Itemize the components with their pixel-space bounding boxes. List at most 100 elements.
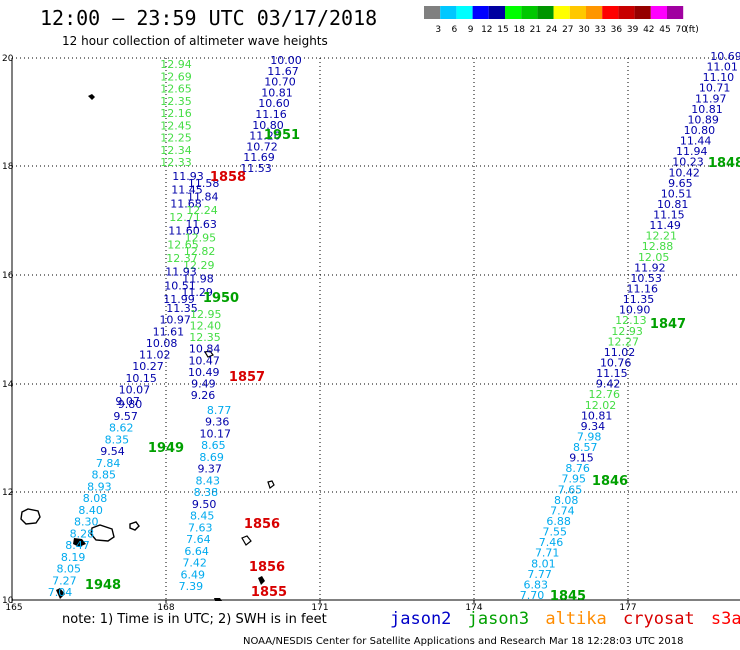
wave-height-value: 9.49 [191, 378, 216, 391]
pass-time-label: 1948 [85, 578, 121, 593]
wave-height-value: 11.69 [243, 151, 275, 164]
wave-height-value: 6.49 [181, 568, 206, 581]
pass-time-label: 1857 [229, 370, 265, 385]
island-shape [204, 350, 214, 358]
color-legend: 3 6 9 12 15 18 21 24 27 30 33 36 39 42 45 70(ft) [424, 6, 699, 35]
wave-height-value: 11.53 [240, 162, 272, 175]
wave-height-value: 12.95 [190, 308, 222, 321]
track-f: 10.6911.0111.1010.7111.9710.8110.8910.80… [520, 50, 740, 602]
wave-height-value: 8.65 [201, 439, 226, 452]
pass-time-label: 1856 [244, 517, 280, 532]
wave-height-value: 7.98 [577, 431, 602, 444]
wave-height-value: 12.33 [160, 156, 192, 169]
wave-height-value: 11.15 [596, 367, 628, 380]
x-tick-label: 177 [619, 603, 636, 613]
pass-time-labels: 1951 1858 1950 1857 1949 1856 1856 1855 1948 1848… [85, 128, 740, 604]
wave-height-value: 10.81 [657, 198, 689, 211]
wave-height-value: 10.80 [252, 119, 284, 132]
wave-height-value: 12.69 [160, 70, 192, 83]
satellite-jason3: jason3 [467, 609, 530, 629]
island-shape [267, 480, 275, 489]
island-shape [90, 524, 115, 542]
wave-height-value: 9.07 [115, 395, 140, 408]
wave-height-value: 12.35 [189, 331, 221, 344]
wave-height-value: 7.95 [562, 473, 587, 486]
wave-height-value: 7.65 [558, 483, 583, 496]
x-tick-label: 168 [157, 603, 174, 613]
wave-height-value: 8.47 [65, 539, 90, 552]
wave-height-value: 9.34 [581, 420, 606, 433]
legend-swatch [521, 6, 538, 19]
wave-height-value: 10.69 [710, 50, 740, 63]
wave-height-value: 11.20 [249, 130, 281, 143]
wave-height-value: 12.05 [638, 251, 670, 264]
wave-height-value: 12.45 [160, 119, 192, 132]
track-a: 10.0011.6710.7010.8110.6011.1610.8011.20… [240, 54, 302, 175]
wave-height-value: 10.51 [661, 187, 693, 200]
wave-height-value: 8.45 [190, 510, 215, 523]
legend-label: 3 [435, 25, 441, 35]
legend-label: 9 [468, 25, 474, 35]
legend-swatch [505, 6, 522, 19]
wave-height-value: 7.27 [52, 574, 77, 587]
wave-height-value: 12.16 [160, 107, 192, 120]
wave-height-value: 12.65 [160, 83, 192, 96]
wave-height-value: 12.37 [166, 252, 198, 265]
legend-swatch [488, 6, 505, 19]
wave-height-value: 12.94 [160, 58, 192, 71]
legend-swatch [424, 6, 441, 19]
track-b: 12.9412.6912.6512.3512.1612.4512.2512.34… [160, 58, 192, 169]
x-tick-label: 171 [311, 603, 328, 613]
wave-height-value: 7.55 [543, 526, 568, 539]
satellite-cryosat: cryosat [623, 609, 695, 629]
legend-swatch [553, 6, 570, 19]
wave-height-value: 8.85 [92, 469, 117, 482]
wave-height-value: 7.04 [48, 586, 73, 599]
satellite-jason2: jason2 [390, 609, 452, 629]
wave-height-value: 10.60 [258, 97, 290, 110]
wave-height-value: 10.07 [119, 383, 151, 396]
wave-height-value: 8.40 [78, 504, 103, 517]
wave-height-value: 11.16 [627, 283, 659, 296]
wave-height-value: 12.27 [608, 335, 640, 348]
wave-height-value: 12.25 [160, 132, 192, 145]
legend-label: 12 [481, 25, 492, 35]
wave-height-value: 11.02 [139, 349, 171, 362]
wave-height-value: 6.64 [184, 545, 209, 558]
y-tick-label: 12 [2, 488, 13, 498]
legend-swatch [618, 6, 635, 19]
wave-height-value: 12.95 [185, 232, 217, 245]
wave-height-value: 10.27 [132, 360, 164, 373]
pass-time-label: 1848 [708, 156, 740, 171]
wave-height-value: 11.67 [267, 65, 299, 78]
wave-height-value: 9.36 [205, 416, 230, 429]
wave-height-value: 11.98 [182, 273, 214, 286]
wave-height-value: 10.17 [200, 427, 232, 440]
wave-height-value: 8.62 [109, 422, 134, 435]
wave-height-value: 12.21 [646, 230, 678, 243]
wave-height-value: 8.35 [105, 433, 130, 446]
pass-time-label: 1950 [203, 291, 239, 306]
wave-height-value: 8.93 [87, 480, 112, 493]
pass-time-label: 1847 [650, 317, 686, 332]
wave-height-value: 8.38 [194, 486, 219, 499]
legend-label: (ft) [685, 25, 699, 35]
wave-height-value: 12.40 [190, 319, 222, 332]
legend-label: 24 [546, 25, 558, 35]
pass-time-label: 1846 [592, 474, 628, 489]
wave-height-value: 10.72 [246, 140, 278, 153]
wave-height-tracks: 10.0011.6710.7010.8110.6011.1610.8011.20… [48, 50, 740, 602]
satellite-s3a: s3a [710, 609, 740, 629]
wave-height-value: 10.84 [189, 343, 221, 356]
wave-height-value: 12.35 [160, 95, 192, 108]
wave-height-value: 7.64 [186, 533, 211, 546]
wave-height-value: 7.70 [520, 589, 545, 602]
wave-height-value: 10.08 [146, 337, 178, 350]
y-tick-label: 14 [2, 380, 14, 390]
pass-time-label: 1856 [249, 560, 285, 575]
wave-height-value: 12.88 [642, 240, 674, 253]
wave-height-value: 10.76 [600, 357, 632, 370]
island-shape [241, 535, 252, 546]
wave-height-value: 10.23 [672, 156, 704, 169]
